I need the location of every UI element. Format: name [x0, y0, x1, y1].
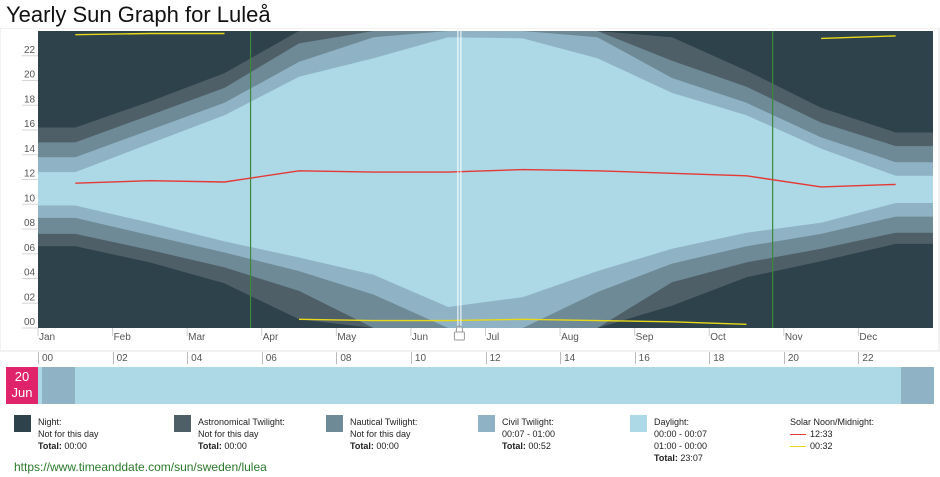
legend-nautical-total-label: Total:	[350, 441, 374, 451]
legend-astronomical-total: 00:00	[224, 441, 247, 451]
y-tick-label: 18	[24, 94, 36, 105]
hour-scale-label: 12	[485, 352, 501, 364]
astronomical-swatch	[174, 415, 191, 432]
legend-civil-total-label: Total:	[502, 441, 526, 451]
lock-shackle	[455, 325, 463, 332]
date-day: 20	[14, 369, 30, 384]
legend: Night: Not for this day Total: 00:00 Ast…	[0, 412, 940, 463]
y-tick-label: 20	[24, 70, 36, 81]
legend-nautical-label: Nautical Twilight:	[350, 417, 418, 427]
legend-daylight-total-label: Total:	[654, 453, 678, 463]
legend-astronomical-range: Not for this day	[198, 429, 259, 439]
hour-scale-label: 10	[410, 352, 426, 364]
legend-astronomical-total-label: Total:	[198, 441, 222, 451]
page-title: Yearly Sun Graph for Luleå	[6, 2, 271, 27]
legend-civil-range: 00:07 - 01:00	[502, 429, 556, 439]
legend-daylight-label: Daylight:	[654, 417, 690, 427]
legend-daylight-total: 23:07	[680, 453, 703, 463]
legend-nautical-total: 00:00	[376, 441, 399, 451]
month-label: Apr	[263, 332, 279, 343]
month-label: Nov	[785, 332, 803, 343]
lock-icon	[453, 331, 465, 341]
legend-astronomical-label: Astronomical Twilight:	[198, 417, 285, 427]
y-tick-label: 08	[24, 218, 36, 229]
legend-solar-noon: 12:33	[810, 429, 833, 439]
daylight-swatch	[630, 415, 647, 432]
month-label: Aug	[561, 332, 579, 343]
source-url[interactable]: https://www.timeanddate.com/sun/sweden/l…	[14, 460, 267, 474]
solar-noon-line	[75, 168, 896, 188]
y-tick-label: 04	[24, 268, 36, 279]
legend-nautical-range: Not for this day	[350, 429, 411, 439]
hour-scale-label: 02	[112, 352, 128, 364]
y-tick-label: 14	[24, 144, 36, 155]
daylight-segment	[75, 367, 902, 404]
month-label: Mar	[188, 332, 206, 343]
y-tick-label: 10	[24, 193, 36, 204]
hour-scale-label: 00	[38, 352, 53, 364]
hour-scale-label: 04	[187, 352, 202, 364]
hour-scale-label: 14	[560, 352, 575, 364]
y-tick-label: 06	[24, 243, 36, 254]
month-label: Oct	[710, 332, 726, 343]
legend-night-total-label: Total:	[38, 441, 62, 451]
hour-scale-label: 22	[858, 352, 874, 364]
legend-solar-midnight: 00:32	[810, 441, 833, 451]
legend-night-label: Night:	[38, 417, 62, 427]
y-tick-label: 02	[24, 292, 36, 303]
night-swatch	[14, 415, 31, 432]
legend-night-range: Not for this day	[38, 429, 99, 439]
hour-scale-label: 16	[634, 352, 650, 364]
month-label: Jul	[487, 332, 500, 343]
legend-civil-total: 00:52	[528, 441, 551, 451]
hour-scale-label: 18	[709, 352, 724, 364]
daylight-area	[38, 37, 933, 307]
hour-scale: 00 02 04 06 08 10 12 14 16 18 20 22	[0, 352, 940, 366]
hour-scale-label: 06	[261, 352, 277, 364]
civil-swatch	[478, 415, 495, 432]
y-tick-label: 22	[24, 45, 36, 56]
legend-daylight-range-1: 00:00 - 00:07	[654, 429, 708, 439]
hour-scale-label: 20	[783, 352, 799, 364]
solar-midnight-line	[75, 32, 896, 325]
y-tick-label: 00	[24, 317, 36, 328]
selected-date-badge[interactable]: 20 Jun	[6, 367, 38, 404]
nautical-swatch	[326, 415, 343, 432]
legend-night-total: 00:00	[64, 441, 87, 451]
y-tick-label: 16	[24, 119, 36, 130]
month-label: Jun	[412, 332, 428, 343]
month-label: Jan	[39, 332, 55, 343]
day-timeline-bar	[38, 367, 934, 404]
month-label: Sep	[636, 332, 654, 343]
legend-solar-label: Solar Noon/Midnight:	[790, 417, 875, 427]
solar-noon-line-icon	[790, 434, 806, 436]
month-label: May	[337, 332, 356, 343]
month-label: Dec	[859, 332, 877, 343]
hour-scale-label: 08	[336, 352, 351, 364]
legend-civil-label: Civil Twilight:	[502, 417, 554, 427]
date-month: Jun	[11, 385, 33, 400]
civil-segment	[901, 367, 934, 404]
month-label: Feb	[114, 332, 132, 343]
sun-graph-chart[interactable]: 00 02 04 06 08 10 12 14 16 18 20 22 Jan Feb Mar Apr May J…	[0, 28, 940, 352]
selected-day-strip: 20 Jun	[6, 367, 934, 404]
legend-daylight-range-2: 01:00 - 00:00	[654, 441, 708, 451]
civil-segment	[42, 367, 76, 404]
y-tick-label: 12	[24, 169, 36, 180]
solar-midnight-line-icon	[790, 446, 806, 448]
